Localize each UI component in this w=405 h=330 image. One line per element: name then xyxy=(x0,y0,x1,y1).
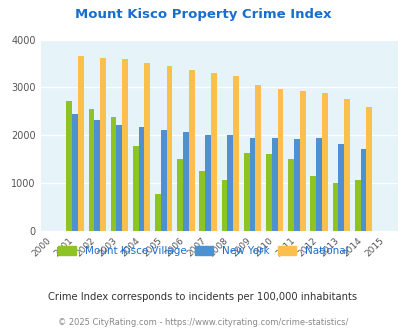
Bar xyxy=(183,132,188,231)
Bar xyxy=(277,89,283,231)
Bar xyxy=(315,138,321,231)
Bar xyxy=(166,66,172,231)
Bar xyxy=(288,159,293,231)
Bar xyxy=(365,107,371,231)
Bar xyxy=(177,159,183,231)
Bar xyxy=(321,93,327,231)
Text: © 2025 CityRating.com - https://www.cityrating.com/crime-statistics/: © 2025 CityRating.com - https://www.city… xyxy=(58,318,347,327)
Bar xyxy=(354,180,360,231)
Bar xyxy=(155,194,160,231)
Bar xyxy=(205,135,211,231)
Bar xyxy=(72,114,78,231)
Bar xyxy=(271,138,277,231)
Bar xyxy=(243,153,249,231)
Bar xyxy=(116,125,122,231)
Bar xyxy=(188,70,194,231)
Bar xyxy=(160,130,166,231)
Bar xyxy=(100,58,106,231)
Bar xyxy=(338,144,343,231)
Text: Crime Index corresponds to incidents per 100,000 inhabitants: Crime Index corresponds to incidents per… xyxy=(48,292,357,302)
Bar xyxy=(227,135,232,231)
Bar xyxy=(139,127,144,231)
Bar xyxy=(310,177,315,231)
Bar xyxy=(88,109,94,231)
Bar xyxy=(122,59,128,231)
Bar xyxy=(132,146,139,231)
Bar xyxy=(232,77,239,231)
Bar xyxy=(255,85,260,231)
Bar xyxy=(111,117,116,231)
Bar xyxy=(249,138,255,231)
Bar xyxy=(144,63,150,231)
Bar xyxy=(343,99,349,231)
Bar xyxy=(299,91,305,231)
Bar xyxy=(221,180,227,231)
Legend: Mount Kisco Village, New York, National: Mount Kisco Village, New York, National xyxy=(53,242,352,260)
Bar xyxy=(78,56,83,231)
Bar xyxy=(360,149,365,231)
Bar xyxy=(66,101,72,231)
Bar xyxy=(211,73,216,231)
Bar xyxy=(332,183,338,231)
Bar xyxy=(199,171,205,231)
Bar xyxy=(293,139,299,231)
Text: Mount Kisco Property Crime Index: Mount Kisco Property Crime Index xyxy=(75,8,330,21)
Bar xyxy=(94,119,100,231)
Bar xyxy=(265,154,271,231)
